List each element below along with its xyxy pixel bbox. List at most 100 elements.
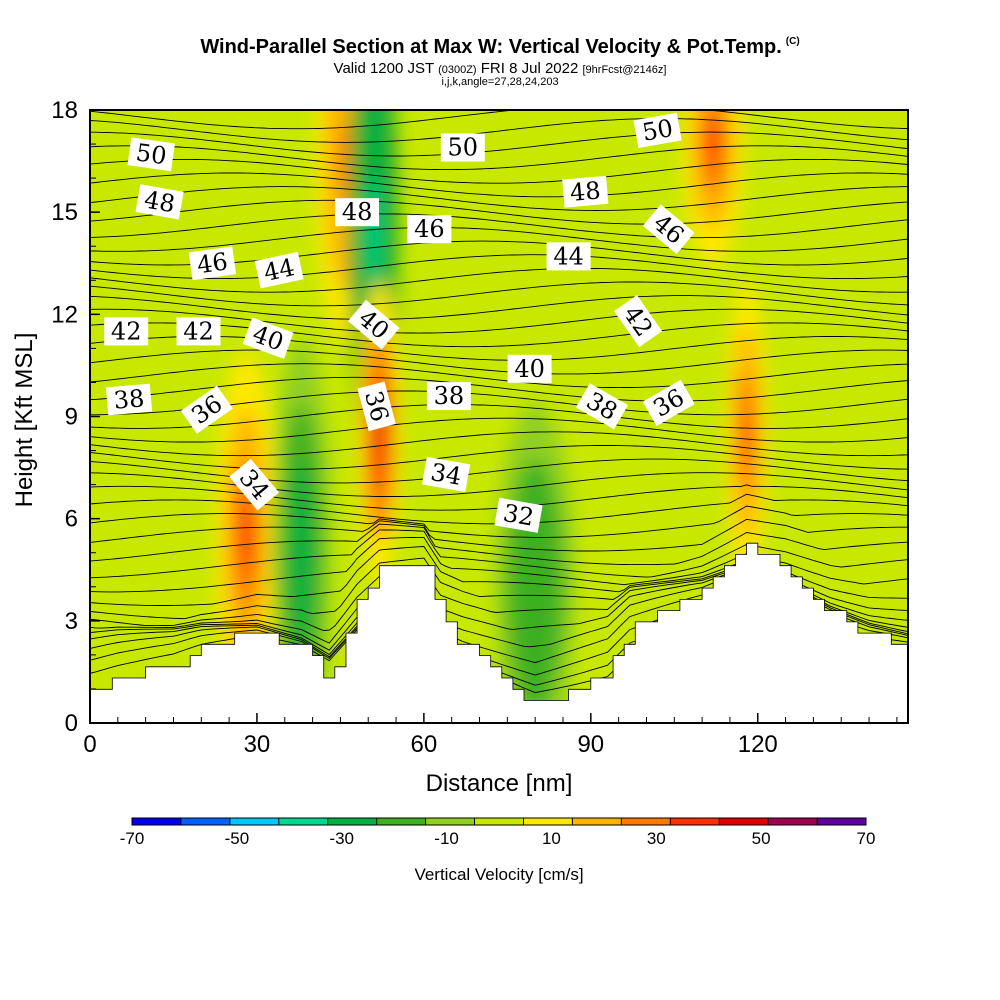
x-tick-label-4: 120 — [738, 731, 778, 758]
colorbar-swatch-4 — [327, 818, 377, 825]
theta-contour-30 — [90, 281, 908, 307]
contour-label-text: 50 — [134, 138, 168, 170]
colorbar-swatch-0 — [132, 818, 181, 825]
theta-contour-13 — [90, 505, 908, 538]
colorbar-tick-5: 30 — [647, 829, 666, 848]
contour-label-text: 38 — [434, 382, 465, 410]
contour-label-4: 42 — [104, 317, 149, 346]
x-tick-label-1: 30 — [244, 731, 271, 758]
theta-contour-12 — [90, 518, 908, 552]
chart-title: Wind-Parallel Section at Max W: Vertical… — [0, 36, 1000, 59]
contour-label-box — [180, 385, 233, 434]
theta-contour-11 — [90, 523, 908, 566]
contour-label-box — [407, 215, 452, 244]
contour-label-box — [422, 456, 471, 493]
contour-label-text: 48 — [142, 185, 177, 218]
contour-label-box — [357, 381, 396, 432]
contour-label-9: 34 — [229, 458, 280, 511]
contour-label-box — [335, 198, 380, 227]
colorbar-tick-4: 10 — [542, 829, 561, 848]
contour-label-text: 42 — [111, 317, 142, 345]
contour-label-box — [642, 204, 695, 255]
theta-contour-27 — [90, 322, 908, 348]
terrain — [90, 542, 908, 723]
colorbar-swatch-10 — [621, 818, 671, 825]
contour-label-text: 42 — [183, 317, 214, 345]
colorbar-swatch-5 — [376, 818, 426, 825]
contour-label-12: 50 — [440, 133, 485, 162]
contour-label-text: 32 — [501, 499, 536, 532]
contour-label-box — [254, 251, 304, 289]
contour-label-0: 50 — [127, 137, 175, 172]
contour-label-box — [494, 497, 543, 533]
colorbar-swatch-1 — [180, 818, 230, 825]
valid-date: FRI 8 Jul 2022 — [480, 60, 579, 77]
contour-label-box — [426, 382, 471, 411]
theta-contour-35 — [90, 213, 908, 239]
contour-label-box — [135, 184, 184, 220]
contour-label-5: 42 — [176, 317, 221, 346]
contour-label-box — [440, 133, 485, 162]
contour-label-15: 38 — [426, 382, 471, 411]
theta-contour-39 — [90, 158, 908, 184]
colorbar-swatch-9 — [572, 818, 622, 825]
contour-label-18: 40 — [507, 354, 552, 383]
terrain-shape — [90, 542, 908, 723]
contour-label-11: 46 — [407, 215, 452, 244]
theta-contour-37 — [90, 186, 908, 211]
contour-label-box — [642, 379, 695, 427]
colorbar-tick-2: -30 — [329, 829, 354, 848]
copyright-mark: (C) — [785, 36, 800, 47]
theta-contour-25 — [90, 349, 908, 375]
contour-label-14: 36 — [357, 381, 396, 432]
x-tick-label-2: 60 — [411, 731, 438, 758]
contour-label-16: 34 — [422, 456, 471, 493]
theta-contour-28 — [90, 308, 908, 334]
contour-label-box — [188, 246, 237, 281]
contour-label-1: 48 — [135, 184, 184, 220]
contour-label-text: 48 — [569, 176, 602, 207]
contour-label-box — [633, 112, 682, 149]
forecast-info: [9hrFcst@2146z] — [582, 64, 667, 76]
y-tick-label-2: 6 — [65, 506, 78, 533]
theta-contour-42 — [90, 118, 908, 143]
colorbar-swatch-13 — [768, 818, 817, 825]
contour-label-text: 34 — [429, 458, 464, 491]
contour-label-3: 44 — [254, 251, 304, 289]
colorbar-tick-7: 70 — [857, 829, 876, 848]
contour-label-text: 38 — [113, 384, 146, 415]
contour-label-7: 38 — [105, 383, 153, 416]
velocity-feature-1 — [294, 505, 309, 601]
theta-contour-19 — [90, 431, 908, 457]
contour-label-box — [229, 458, 280, 511]
contour-label-box — [242, 317, 294, 359]
contour-label-text: 48 — [342, 198, 373, 226]
theta-contour-26 — [90, 336, 908, 361]
x-tick-label-0: 0 — [83, 731, 96, 758]
contour-label-box — [347, 299, 400, 350]
chart-subtitle: Valid 1200 JST (0300Z) FRI 8 Jul 2022 [9… — [0, 60, 1000, 77]
theta-contour-36 — [90, 199, 908, 225]
y-tick-label-0: 0 — [65, 710, 78, 737]
theta-contour-16 — [90, 472, 908, 497]
contour-label-box — [127, 137, 175, 172]
contour-label-box — [614, 295, 663, 348]
contour-label-text: 44 — [553, 242, 584, 270]
colorbar: -70 -50 -30 -10 10 30 50 70 — [120, 817, 876, 848]
y-tick-label-5: 15 — [51, 199, 78, 226]
theta-contour-10 — [90, 529, 908, 579]
theta-contour-34 — [90, 227, 908, 252]
section-params: i,j,k,angle=27,28,24,203 — [441, 76, 559, 88]
colorbar-frame — [131, 817, 867, 826]
theta-contour-40 — [90, 145, 908, 171]
colorbar-tick-6: 50 — [752, 829, 771, 848]
contour-label-box — [176, 317, 221, 346]
colorbar-tick-0: -70 — [120, 829, 145, 848]
colorbar-swatch-7 — [474, 818, 524, 825]
theta-contour-31 — [90, 267, 908, 293]
contour-label-17: 32 — [494, 497, 543, 533]
contour-label-19: 44 — [546, 242, 591, 271]
theta-contour-17 — [90, 458, 908, 484]
colorbar-swatch-6 — [425, 818, 475, 825]
